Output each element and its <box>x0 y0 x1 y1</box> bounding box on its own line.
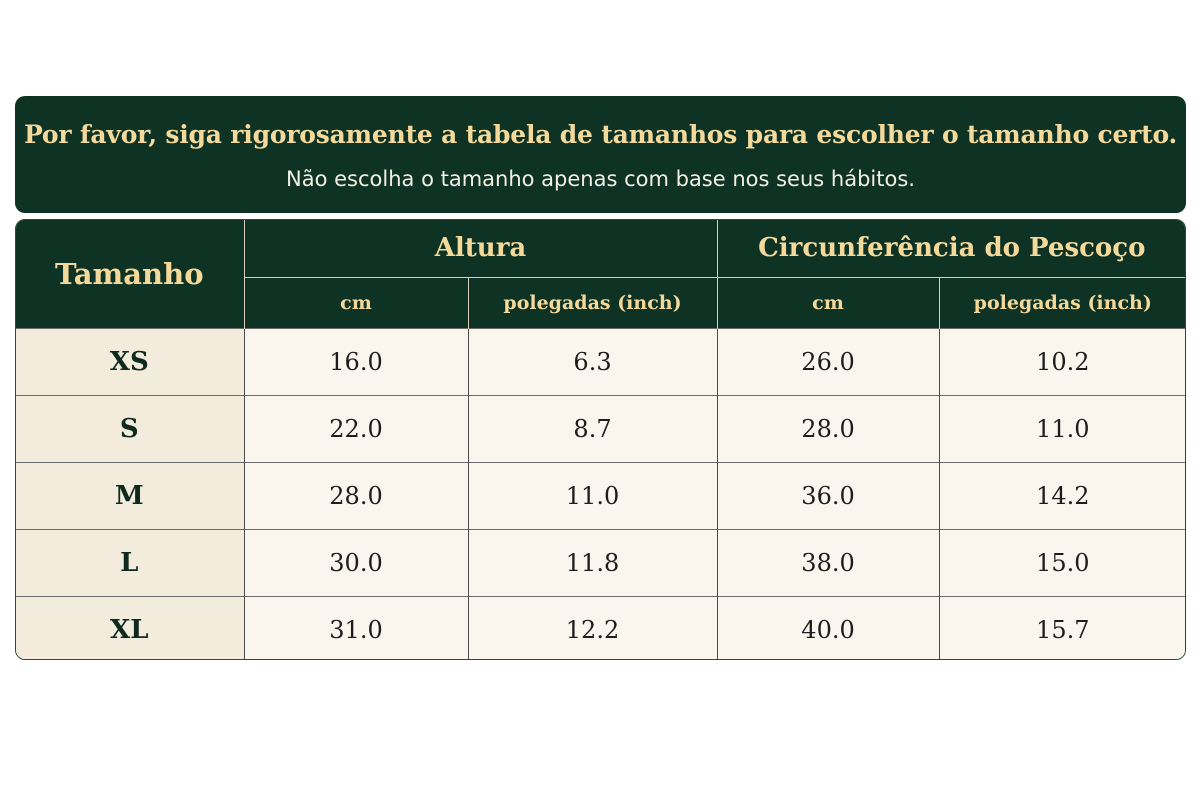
height-inch-cell: 12.2 <box>468 596 718 659</box>
height-inch-header: polegadas (inch) <box>468 277 718 329</box>
neck-inch-cell: 14.2 <box>939 462 1185 530</box>
neck-inch-cell: 11.0 <box>939 395 1185 463</box>
neck-cm-cell: 38.0 <box>717 529 940 597</box>
size-label: XL <box>16 596 245 659</box>
banner-subtitle: Não escolha o tamanho apenas com base no… <box>286 167 915 191</box>
height-cm-cell: 22.0 <box>244 395 469 463</box>
size-label: L <box>16 529 245 597</box>
height-cm-header: cm <box>244 277 469 329</box>
table-row: S 22.0 8.7 28.0 11.0 <box>16 395 1185 463</box>
size-table: Tamanho Altura Circunferência do Pescoço… <box>16 220 1185 659</box>
neck-cm-cell: 36.0 <box>717 462 940 530</box>
table-row: L 30.0 11.8 38.0 15.0 <box>16 529 1185 597</box>
neck-group-header: Circunferência do Pescoço <box>717 220 1185 278</box>
neck-cm-cell: 40.0 <box>717 596 940 659</box>
neck-inch-cell: 15.0 <box>939 529 1185 597</box>
banner-title: Por favor, siga rigorosamente a tabela d… <box>23 120 1178 149</box>
neck-cm-cell: 26.0 <box>717 328 940 396</box>
table-row: XS 16.0 6.3 26.0 10.2 <box>16 328 1185 396</box>
unit-header-row: cm polegadas (inch) cm polegadas (inch) <box>16 277 1185 329</box>
neck-cm-cell: 28.0 <box>717 395 940 463</box>
size-label: S <box>16 395 245 463</box>
height-cm-cell: 30.0 <box>244 529 469 597</box>
table-row: XL 31.0 12.2 40.0 15.7 <box>16 596 1185 659</box>
height-cm-cell: 16.0 <box>244 328 469 396</box>
height-inch-cell: 8.7 <box>468 395 718 463</box>
neck-inch-header: polegadas (inch) <box>939 277 1185 329</box>
size-label: M <box>16 462 245 530</box>
neck-inch-cell: 15.7 <box>939 596 1185 659</box>
size-label: XS <box>16 328 245 396</box>
group-header-row: Tamanho Altura Circunferência do Pescoço <box>16 220 1185 329</box>
size-chart: Tamanho Altura Circunferência do Pescoço… <box>15 219 1186 660</box>
instruction-banner: Por favor, siga rigorosamente a tabela d… <box>15 96 1186 213</box>
height-inch-cell: 6.3 <box>468 328 718 396</box>
height-cm-cell: 28.0 <box>244 462 469 530</box>
height-inch-cell: 11.0 <box>468 462 718 530</box>
height-inch-cell: 11.8 <box>468 529 718 597</box>
height-group-header: Altura <box>244 220 718 278</box>
neck-inch-cell: 10.2 <box>939 328 1185 396</box>
neck-cm-header: cm <box>717 277 940 329</box>
height-cm-cell: 31.0 <box>244 596 469 659</box>
table-row: M 28.0 11.0 36.0 14.2 <box>16 462 1185 530</box>
size-column-header: Tamanho <box>16 220 245 329</box>
